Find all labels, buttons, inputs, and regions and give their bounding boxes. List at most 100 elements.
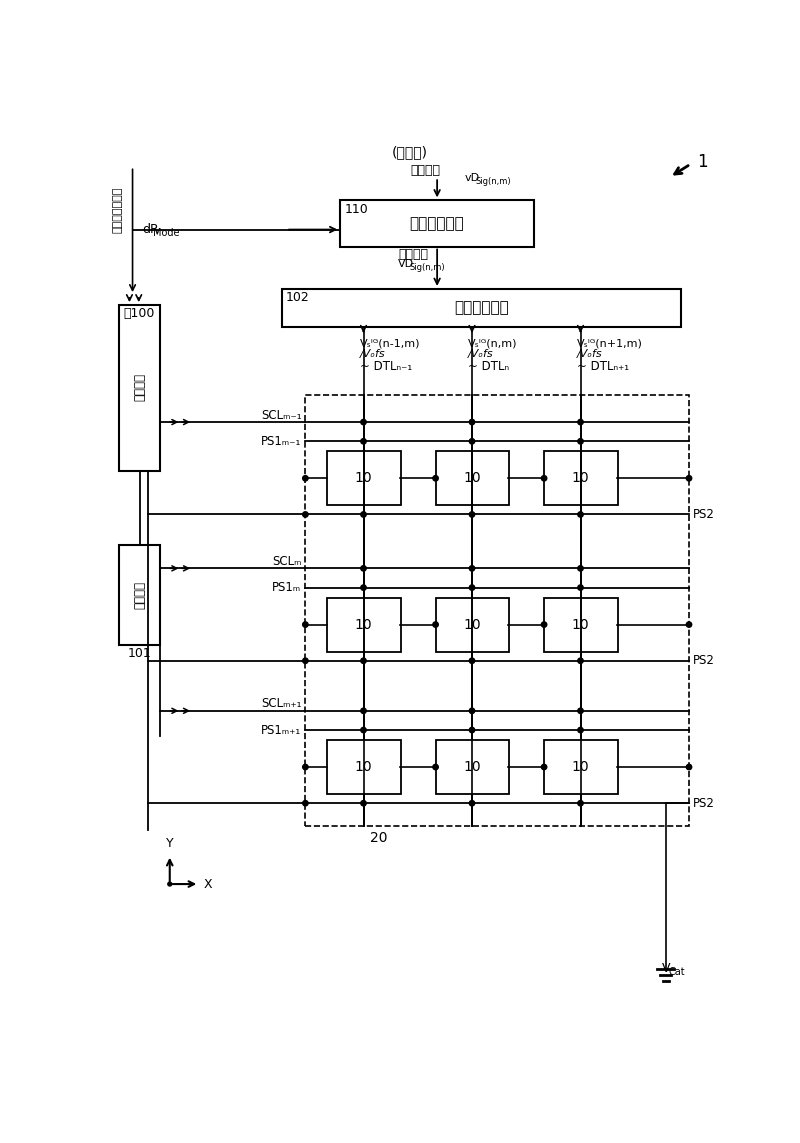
Bar — [544, 598, 618, 652]
Text: 101: 101 — [128, 647, 151, 660]
Text: 10: 10 — [463, 760, 481, 774]
Text: ~ DTLₙ₊₁: ~ DTLₙ₊₁ — [577, 360, 629, 373]
Circle shape — [578, 658, 583, 663]
Text: 10: 10 — [572, 760, 590, 774]
Circle shape — [470, 566, 474, 572]
Circle shape — [470, 439, 474, 443]
Text: Vₛᴵᴳ(n,m): Vₛᴵᴳ(n,m) — [468, 338, 518, 349]
Text: Sig(n,m): Sig(n,m) — [410, 263, 445, 272]
Bar — [435, 451, 509, 505]
Bar — [544, 740, 618, 794]
Circle shape — [542, 622, 546, 628]
Circle shape — [578, 727, 583, 733]
Circle shape — [542, 765, 546, 769]
Circle shape — [686, 765, 692, 769]
Circle shape — [470, 512, 474, 517]
Text: 10: 10 — [354, 471, 372, 486]
Circle shape — [302, 765, 308, 769]
Circle shape — [578, 709, 583, 713]
Circle shape — [470, 800, 474, 806]
Text: PS1ₘ₊₁: PS1ₘ₊₁ — [262, 724, 302, 736]
Text: 102: 102 — [286, 291, 310, 304]
Text: Y: Y — [166, 837, 174, 850]
Text: 扫描电路: 扫描电路 — [133, 582, 146, 609]
Circle shape — [578, 512, 583, 517]
Text: 亮度校正单元: 亮度校正单元 — [410, 216, 465, 231]
Text: vD: vD — [464, 173, 479, 183]
Text: V: V — [662, 962, 670, 975]
Text: ~ DTLₙ₋₁: ~ DTLₙ₋₁ — [360, 360, 412, 373]
Text: PS2: PS2 — [693, 797, 714, 809]
Text: Vₛᴵᴳ(n+1,m): Vₛᴵᴳ(n+1,m) — [577, 338, 642, 349]
Bar — [306, 395, 689, 826]
Circle shape — [302, 622, 308, 628]
Circle shape — [433, 622, 438, 628]
Bar — [544, 451, 618, 505]
Text: 20: 20 — [370, 831, 388, 845]
Text: SCLₘ₋₁: SCLₘ₋₁ — [261, 409, 302, 422]
Bar — [119, 305, 160, 471]
Text: ～100: ～100 — [124, 306, 155, 320]
Text: 10: 10 — [354, 617, 372, 632]
Circle shape — [578, 419, 583, 425]
Circle shape — [168, 882, 172, 886]
Circle shape — [361, 439, 366, 443]
Circle shape — [302, 475, 308, 481]
Circle shape — [302, 658, 308, 663]
Bar — [435, 740, 509, 794]
Circle shape — [578, 800, 583, 806]
Bar — [282, 289, 682, 327]
Text: PS1ₘ: PS1ₘ — [272, 581, 302, 594]
Text: 10: 10 — [572, 471, 590, 486]
Circle shape — [470, 709, 474, 713]
Text: 电源单元: 电源单元 — [133, 374, 146, 401]
Circle shape — [361, 512, 366, 517]
Bar — [327, 451, 401, 505]
Text: PS2: PS2 — [693, 507, 714, 521]
Circle shape — [361, 709, 366, 713]
Text: dR: dR — [142, 223, 159, 237]
Text: SCLₘ₊₁: SCLₘ₊₁ — [261, 697, 302, 711]
Circle shape — [578, 585, 583, 590]
Circle shape — [542, 475, 546, 481]
Circle shape — [361, 727, 366, 733]
Bar — [327, 598, 401, 652]
Text: 输入信号: 输入信号 — [410, 163, 441, 177]
Text: Sig(n,m): Sig(n,m) — [475, 176, 510, 185]
Bar — [327, 740, 401, 794]
Text: 1: 1 — [697, 153, 707, 170]
Circle shape — [470, 727, 474, 733]
Text: 10: 10 — [463, 471, 481, 486]
Bar — [435, 598, 509, 652]
Circle shape — [361, 800, 366, 806]
Circle shape — [578, 566, 583, 572]
Text: 信号输出电路: 信号输出电路 — [454, 301, 509, 315]
Text: (示例１): (示例１) — [392, 145, 428, 160]
Text: Cat: Cat — [668, 967, 685, 977]
Text: ~ DTLₙ: ~ DTLₙ — [468, 360, 510, 373]
Text: 10: 10 — [354, 760, 372, 774]
Circle shape — [361, 585, 366, 590]
Circle shape — [470, 419, 474, 425]
Text: /Vₒfs: /Vₒfs — [577, 349, 602, 359]
Text: Mode: Mode — [153, 227, 179, 238]
Text: PS1ₘ₋₁: PS1ₘ₋₁ — [261, 434, 302, 448]
Circle shape — [361, 566, 366, 572]
Text: VD: VD — [398, 259, 414, 270]
Text: 10: 10 — [463, 617, 481, 632]
Circle shape — [433, 765, 438, 769]
Text: /Vₒfs: /Vₒfs — [360, 349, 386, 359]
Circle shape — [470, 585, 474, 590]
Circle shape — [686, 475, 692, 481]
Text: 10: 10 — [572, 617, 590, 632]
Text: /Vₒfs: /Vₒfs — [468, 349, 494, 359]
Circle shape — [361, 658, 366, 663]
Circle shape — [686, 622, 692, 628]
Text: SCLₘ: SCLₘ — [272, 555, 302, 568]
Text: X: X — [204, 878, 213, 890]
Circle shape — [361, 419, 366, 425]
Text: 110: 110 — [345, 202, 369, 216]
Text: PS2: PS2 — [693, 654, 714, 668]
Bar — [119, 545, 160, 646]
Circle shape — [578, 439, 583, 443]
